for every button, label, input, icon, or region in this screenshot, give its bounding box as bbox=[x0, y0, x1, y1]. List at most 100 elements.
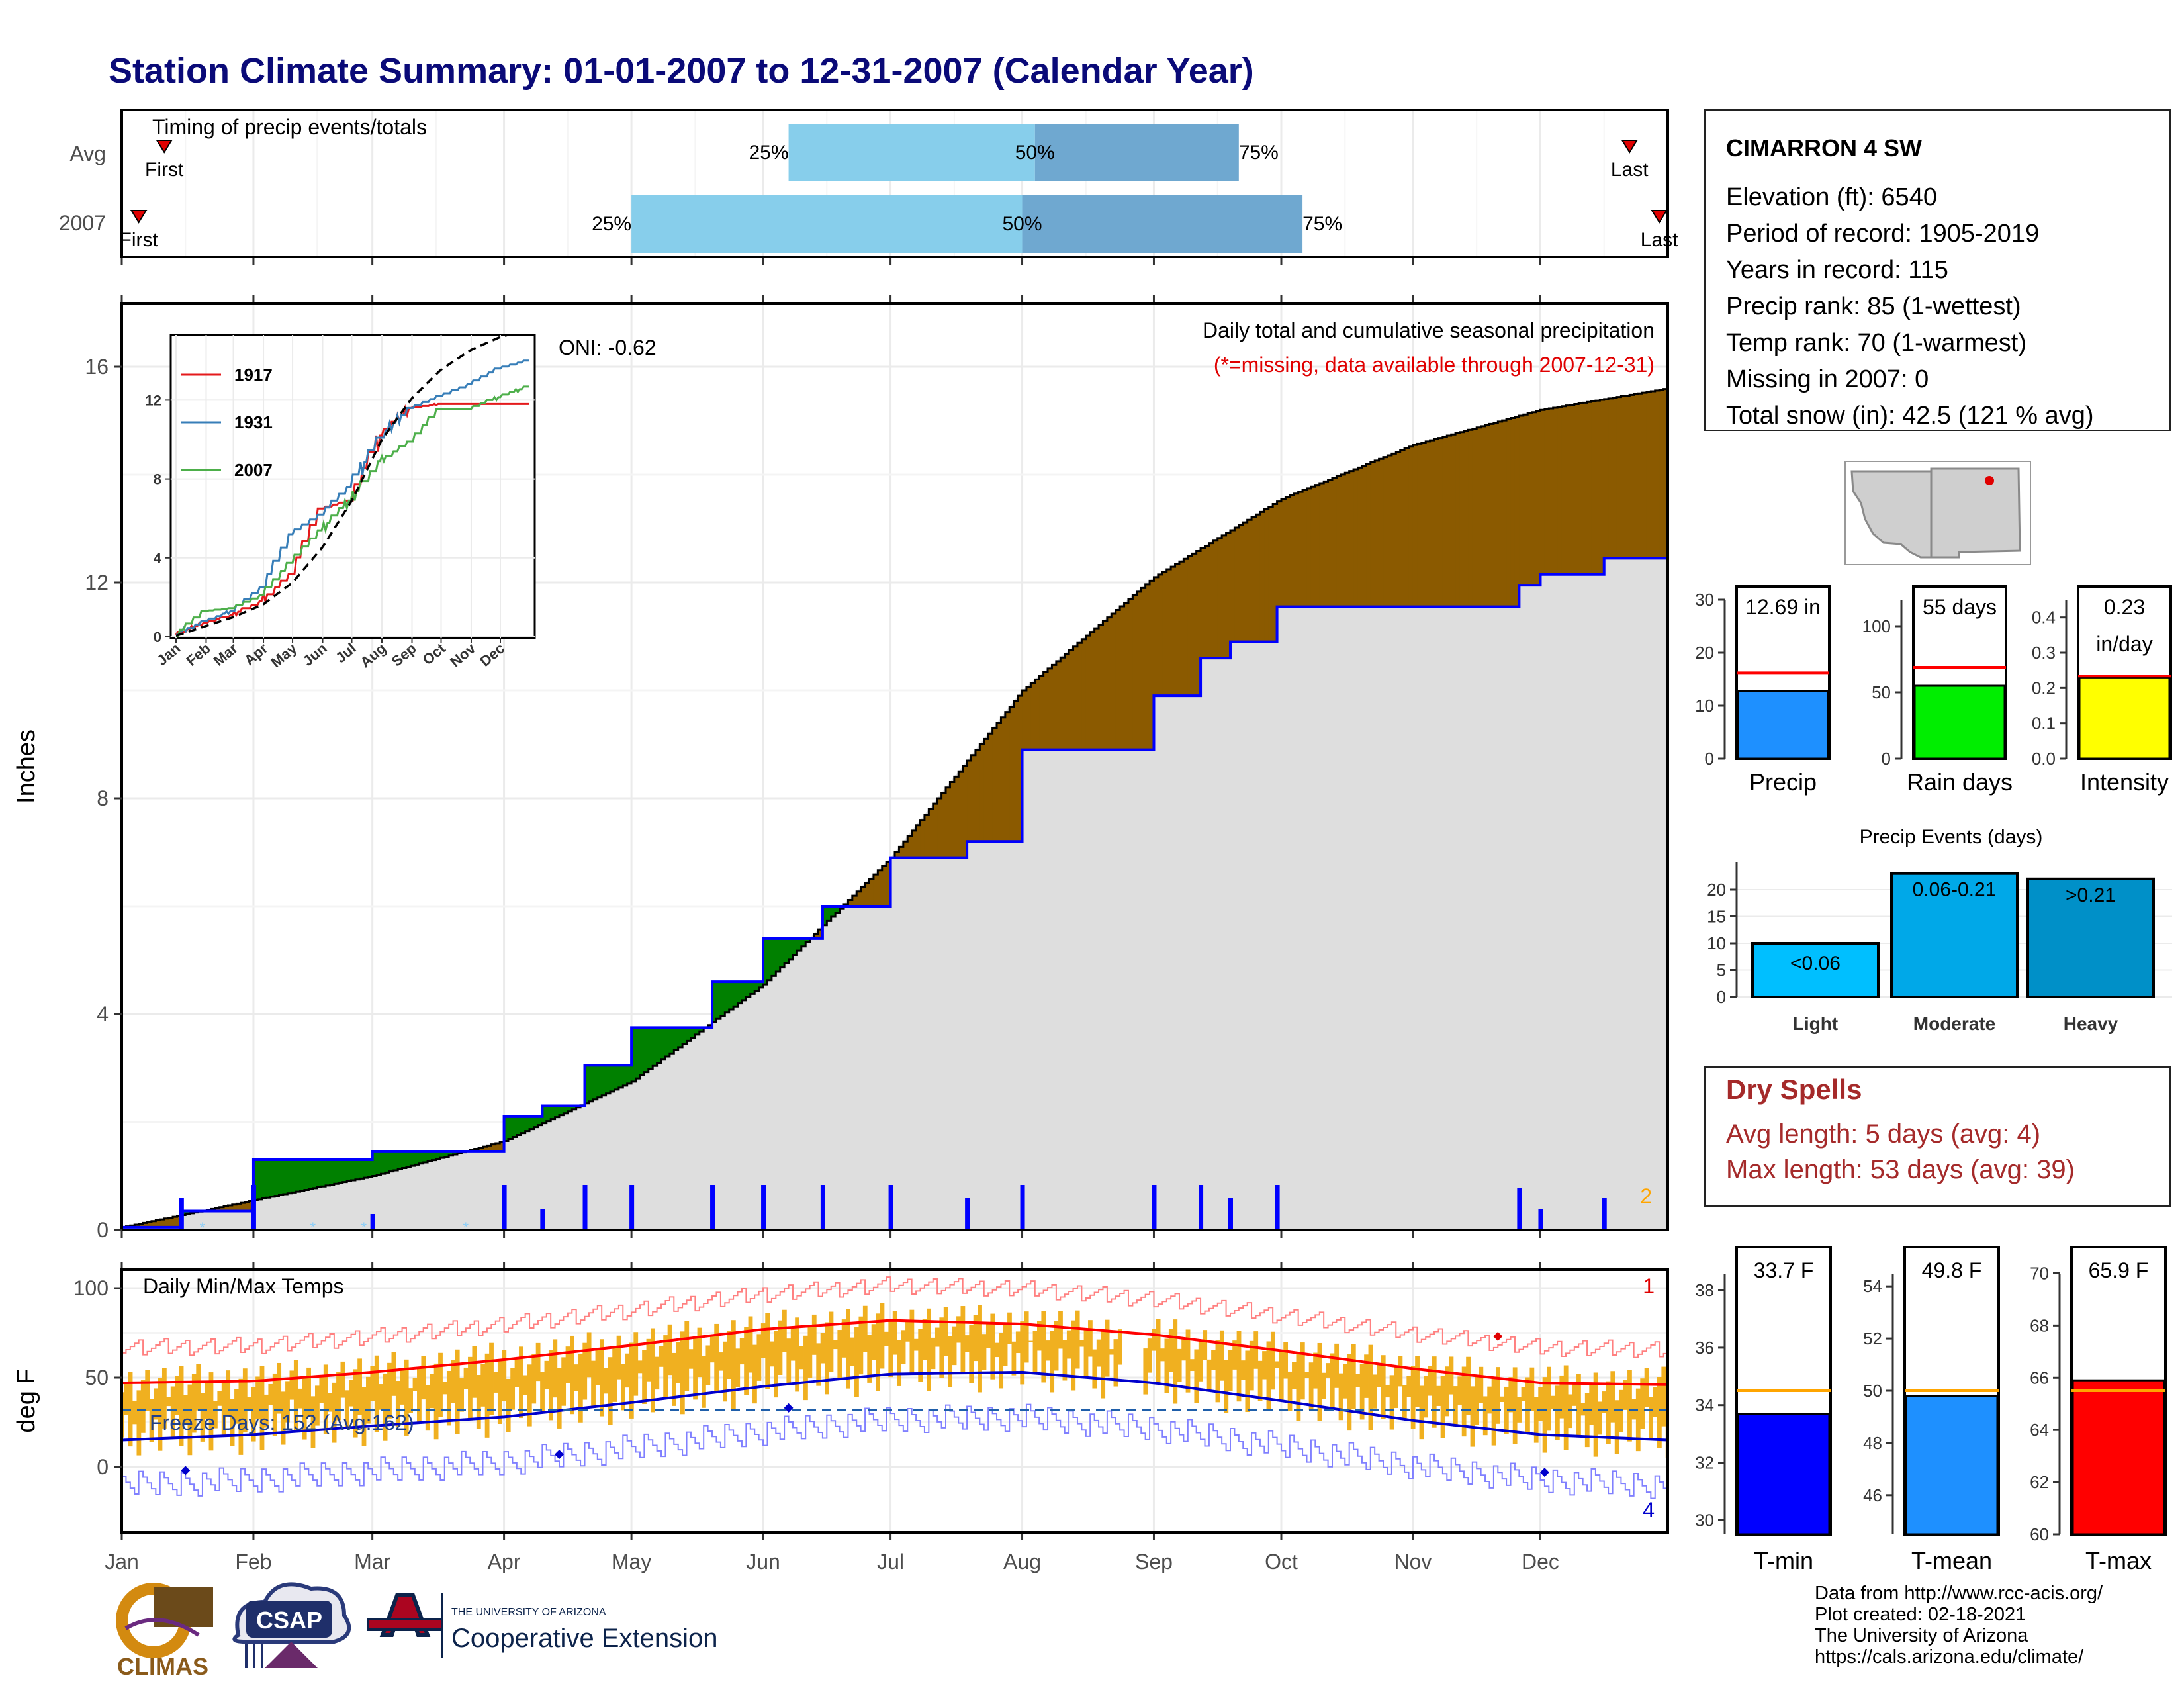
station-info-line: Total snow (in): 42.5 (121 % avg) bbox=[1726, 402, 2094, 430]
timing-bar-q50-q75 bbox=[1022, 195, 1303, 253]
daily-temp-bar bbox=[892, 1311, 897, 1355]
event-bar-value: >0.21 bbox=[2066, 884, 2116, 906]
daily-temp-bar bbox=[455, 1349, 460, 1434]
summary-tick-label: 0.2 bbox=[2032, 678, 2056, 698]
daily-temp-bar bbox=[387, 1362, 392, 1419]
below-average-area bbox=[967, 760, 972, 842]
station-info-line: Temp rank: 70 (1-warmest) bbox=[1726, 329, 2026, 357]
daily-temp-bar bbox=[451, 1360, 456, 1403]
daily-temp-bar bbox=[1661, 1366, 1666, 1427]
temp-summary-tick-label: 62 bbox=[2030, 1472, 2049, 1492]
timing-label-75: 75% bbox=[1239, 142, 1279, 164]
summary-tick-label: 100 bbox=[1862, 616, 1891, 636]
below-average-area bbox=[1039, 675, 1044, 750]
temp-summary-label: T-max bbox=[2085, 1547, 2152, 1574]
below-average-area bbox=[899, 847, 904, 858]
daily-temp-bar bbox=[667, 1324, 672, 1376]
below-average-area bbox=[1247, 520, 1252, 642]
daily-precip-bar bbox=[965, 1198, 970, 1230]
daily-temp-bar bbox=[493, 1372, 498, 1393]
above-average-area bbox=[606, 1065, 611, 1094]
below-average-area bbox=[1506, 419, 1512, 607]
above-average-area bbox=[665, 1027, 670, 1057]
daily-temp-bar bbox=[1058, 1311, 1063, 1349]
record-min-line bbox=[122, 1403, 1668, 1499]
below-average-area bbox=[491, 1144, 496, 1152]
above-average-area bbox=[780, 938, 785, 968]
below-average-area bbox=[1166, 569, 1171, 696]
precip-missing-note: (*=missing, data available through 2007-… bbox=[1214, 353, 1655, 377]
daily-temp-bar bbox=[349, 1380, 354, 1407]
above-average-area bbox=[678, 1027, 683, 1047]
daily-temp-bar bbox=[247, 1397, 252, 1411]
daily-temp-bar bbox=[1185, 1329, 1191, 1393]
above-average-area bbox=[584, 1065, 590, 1103]
daily-temp-bar bbox=[684, 1321, 690, 1391]
daily-temp-bar bbox=[565, 1346, 570, 1383]
below-average-area bbox=[1222, 535, 1227, 659]
events-tick-label: 0 bbox=[1717, 987, 1726, 1007]
daily-precip-bar bbox=[820, 1185, 825, 1230]
daily-temp-bar bbox=[238, 1378, 244, 1455]
daily-temp-bar bbox=[1194, 1349, 1199, 1403]
daily-temp-bar bbox=[1410, 1366, 1416, 1429]
below-average-area bbox=[979, 744, 985, 842]
daily-precip-bar bbox=[540, 1209, 545, 1230]
daily-temp-bar bbox=[744, 1327, 749, 1395]
event-bar-value: <0.06 bbox=[1790, 953, 1841, 974]
above-average-area bbox=[618, 1065, 623, 1088]
events-tick-label: 5 bbox=[1717, 961, 1726, 980]
above-average-area bbox=[741, 982, 747, 1000]
above-average-area bbox=[716, 982, 721, 1019]
station-info-line: Precip rank: 85 (1-wettest) bbox=[1726, 293, 2021, 320]
above-average-area bbox=[551, 1105, 556, 1119]
daily-temp-bar bbox=[1224, 1360, 1229, 1413]
daily-temp-bar bbox=[251, 1387, 256, 1442]
daily-temp-bar bbox=[799, 1346, 804, 1370]
daily-temp-bar bbox=[702, 1356, 706, 1408]
daily-temp-bar bbox=[1538, 1387, 1543, 1421]
above-average-area bbox=[300, 1160, 305, 1191]
freeze-days: Freeze Days: 152 (Avg:162) bbox=[150, 1411, 414, 1434]
daily-temp-bar bbox=[1533, 1397, 1539, 1443]
above-average-area bbox=[546, 1105, 551, 1121]
below-average-area bbox=[478, 1147, 484, 1152]
below-average-area bbox=[1408, 446, 1414, 607]
record-low-marker bbox=[784, 1403, 794, 1413]
daily-precip-bar bbox=[1517, 1188, 1522, 1230]
above-average-area bbox=[508, 1116, 514, 1139]
below-average-area bbox=[1489, 424, 1494, 607]
above-average-area bbox=[699, 1027, 704, 1032]
above-average-area bbox=[414, 1151, 420, 1165]
daily-temp-bar bbox=[323, 1364, 328, 1434]
daily-temp-bar bbox=[502, 1350, 507, 1402]
below-average-area bbox=[1315, 485, 1320, 607]
above-average-area bbox=[377, 1151, 382, 1175]
daily-temp-bar bbox=[1083, 1330, 1089, 1379]
daily-temp-bar bbox=[1177, 1348, 1182, 1382]
temp-summary-tick-label: 48 bbox=[1863, 1433, 1882, 1453]
daily-temp-bar bbox=[298, 1388, 303, 1409]
daily-temp-bar bbox=[1300, 1342, 1305, 1400]
below-average-area bbox=[1642, 393, 1647, 559]
below-average-area bbox=[1438, 438, 1443, 607]
daily-temp-bar bbox=[1215, 1340, 1220, 1403]
below-average-area bbox=[1493, 422, 1498, 607]
daily-temp-bar bbox=[888, 1321, 893, 1378]
daily-temp-bar bbox=[731, 1320, 736, 1410]
daily-temp-bar bbox=[442, 1382, 447, 1395]
below-average-area bbox=[1451, 434, 1456, 607]
below-average-area bbox=[1103, 621, 1108, 750]
daily-temp-bar bbox=[1347, 1354, 1352, 1431]
daily-temp-bar bbox=[952, 1326, 957, 1366]
below-average-area bbox=[1549, 408, 1554, 575]
daily-temp-bar bbox=[140, 1380, 146, 1433]
below-average-area bbox=[1510, 418, 1516, 607]
daily-precip-bar bbox=[888, 1185, 893, 1230]
daily-temp-bar bbox=[344, 1390, 349, 1429]
daily-temp-bar bbox=[1152, 1329, 1157, 1351]
daily-temp-bar bbox=[1105, 1319, 1110, 1377]
daily-temp-bar bbox=[786, 1338, 792, 1383]
below-average-area bbox=[1455, 433, 1461, 607]
daily-temp-bar bbox=[1559, 1375, 1565, 1419]
